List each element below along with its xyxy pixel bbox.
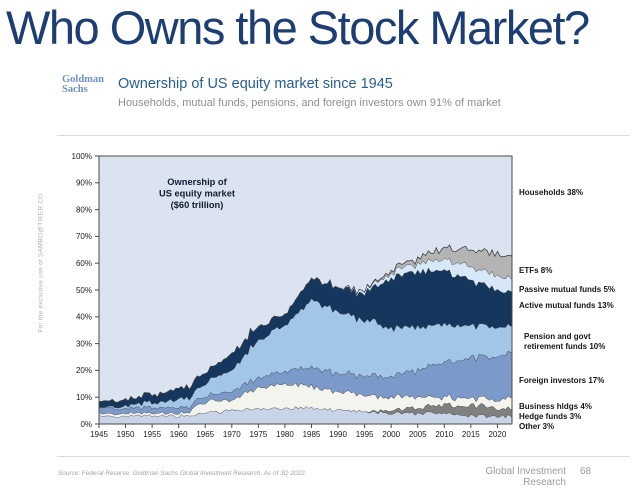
goldman-sachs-logo: Goldman Sachs [62,74,105,95]
x-tick-label: 2005 [409,430,427,439]
area-other [99,406,512,424]
y-tick-label: 20% [76,366,92,375]
x-tick-label: 2020 [488,430,506,439]
series-label-foreign-investors: Foreign investors 17% [519,376,604,385]
x-tick-label: 1955 [143,430,161,439]
y-tick-label: 40% [76,313,92,322]
area-etfs [99,245,512,403]
y-tick-label: 60% [76,259,92,268]
area-passive-mutual-funds [99,258,512,403]
top-divider [57,135,630,136]
annotation-line: Ownership of [167,177,227,187]
y-tick-label: 90% [76,179,92,188]
y-tick-label: 30% [76,339,92,348]
boundary-active-mutual-funds [98,266,513,403]
footer-brand: Global Investment Research [485,466,566,488]
x-tick-label: 1970 [223,430,241,439]
series-label-business-hldgs: Business hldgs 4% [519,402,592,411]
x-tick-label: 1990 [329,430,347,439]
series-label-etfs: ETFs 8% [519,266,552,275]
logo-line-2: Sachs [62,84,88,95]
chart-subheading: Households, mutual funds, pensions, and … [118,97,501,109]
x-tick-label: 1980 [276,430,294,439]
y-tick-label: 0% [80,420,92,429]
y-tick-label: 100% [72,152,92,161]
annotation-line: ($60 trillion) [171,200,224,210]
x-tick-label: 1950 [117,430,135,439]
series-label-active-mutual-funds: Active mutual funds 13% [519,301,614,310]
annotation-line: US equity market [159,189,235,199]
x-tick-label: 1945 [90,430,108,439]
source-note: Source: Federal Reserve, Goldman Sachs G… [58,470,307,477]
series-label-other: Other 3% [519,422,554,431]
area-foreign-investors [99,350,512,415]
y-tick-label: 80% [76,205,92,214]
logo-line-1: Goldman [62,74,105,85]
x-tick-label: 1995 [356,430,374,439]
area-pension-and-govt-retirement-funds [99,298,512,410]
x-tick-label: 1985 [303,430,321,439]
x-tick-label: 2010 [435,430,453,439]
x-tick-label: 2000 [382,430,400,439]
series-label-pension-and-govt-retirement-funds: retirement funds 10% [524,342,605,351]
ownership-stacked-area-chart: 0% 10% 20% 30% 40% 50% 60% 70% 80% 90% 100% 1945 195… [72,152,616,439]
series-label-passive-mutual-funds: Passive mutual funds 5% [519,285,615,294]
x-tick-label: 1960 [170,430,188,439]
x-tick-label: 1965 [196,430,214,439]
y-tick-label: 10% [76,393,92,402]
x-tick-label: 2015 [462,430,480,439]
y-tick-label: 50% [76,286,92,295]
boundary-etfs [367,244,513,289]
x-tick-label: 1975 [249,430,267,439]
series-label-hedge-funds: Hedge funds 3% [519,412,581,421]
chart-heading: Ownership of US equity market since 1945 [118,76,393,92]
page-number: 68 [580,466,592,477]
series-label-households: Households 38% [519,188,583,197]
area-active-mutual-funds [99,267,512,408]
page-title: Who Owns the Stock Market? [6,1,590,54]
series-label-pension-and-govt-retirement-funds: Pension and govt [524,332,591,341]
y-tick-label: 70% [76,232,92,241]
bottom-divider [57,456,630,457]
area-business-hldgs [99,382,512,418]
